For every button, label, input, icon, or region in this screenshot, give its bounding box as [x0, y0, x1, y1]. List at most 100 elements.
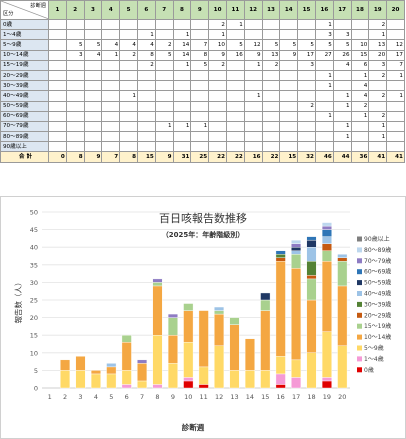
- bar-stack-week-14: [244, 338, 255, 389]
- corner-label-week: 診断週: [30, 3, 46, 9]
- bar-segment-10～14歳: [198, 310, 209, 368]
- bar-segment-10～14歳: [106, 366, 117, 375]
- table-cell: 10: [350, 39, 370, 51]
- table-cell: 2: [154, 39, 174, 51]
- bar-segment-5～9歳: [75, 370, 86, 389]
- table-cell: [101, 100, 121, 112]
- table-cell: [101, 141, 121, 153]
- bar-segment-20～29歳: [337, 257, 348, 262]
- table-cell: 5: [154, 49, 174, 61]
- table-cell: 12: [243, 39, 263, 51]
- bar-segment-10～14歳: [291, 268, 302, 361]
- legend-label: 30～39歳: [364, 300, 391, 308]
- table-cell: [350, 29, 370, 41]
- table-cell: 5: [297, 39, 316, 51]
- table-cell: [279, 100, 299, 112]
- week-header-18: 18: [350, 0, 370, 20]
- table-cell: [314, 141, 334, 153]
- legend-label: 5～9歳: [364, 344, 384, 352]
- table-cell: [261, 69, 281, 82]
- table-cell: 12: [386, 39, 405, 51]
- table-cell: [279, 90, 299, 102]
- week-header-19: 19: [368, 0, 388, 20]
- bar-segment-5～9歳: [152, 334, 163, 385]
- table-cell: 2: [261, 59, 281, 71]
- table-cell: [83, 59, 103, 71]
- y-tick-label: 15: [30, 332, 38, 340]
- table-cell: [243, 18, 263, 31]
- bar-stack-week-12: [214, 306, 225, 389]
- table-cell: [48, 90, 67, 102]
- bar-segment-5～9歳: [90, 373, 101, 389]
- bar-segment-20～29歳: [306, 275, 317, 280]
- bar-stack-week-17: [291, 239, 302, 389]
- table-cell: [190, 131, 210, 143]
- bar-segment-30～39歳: [275, 254, 286, 258]
- bar-segment-60～69歳: [306, 236, 317, 241]
- legend-label: 20～29歳: [364, 311, 391, 319]
- table-cell: 17: [386, 49, 405, 61]
- bar-stack-week-13: [229, 317, 240, 389]
- table-cell: 7: [386, 59, 405, 71]
- table-cell: [83, 141, 103, 153]
- bar-segment-0歳: [198, 384, 209, 389]
- legend-item: 1～4歳: [357, 355, 384, 363]
- table-cell: [65, 29, 85, 41]
- bar-segment-5～9歳: [121, 370, 132, 385]
- legend-item: 15～19歳: [357, 322, 391, 330]
- table-cell: 16: [243, 151, 263, 164]
- legend-swatch: [357, 258, 362, 264]
- bar-stack-week-8: [152, 278, 163, 389]
- week-header-6: 6: [136, 0, 156, 20]
- table-cell: [136, 69, 156, 82]
- bar-segment-70～79歳: [167, 313, 178, 318]
- bar-segment-15～19歳: [260, 299, 271, 311]
- x-tick-labels: 1 2 3 4 5 6 7 8 9 10 11 12 13 14 15 16 17 18 19 20: [48, 393, 347, 401]
- table-cell: [314, 100, 334, 112]
- table-cell: [101, 18, 121, 31]
- table-cell: 26: [332, 49, 352, 61]
- table-cell: [261, 80, 281, 92]
- table-cell: 7: [190, 39, 210, 51]
- table-cell: [101, 131, 121, 143]
- table-cell: 1: [243, 59, 263, 71]
- x-tick-label: 18: [307, 393, 315, 401]
- table-cell: [386, 141, 405, 153]
- table-cell: [386, 80, 405, 92]
- y-tick-label: 30: [30, 279, 38, 287]
- table-cell: [48, 29, 67, 41]
- bar-segment-15～19歳: [337, 261, 348, 287]
- table-cell: 3: [314, 29, 334, 41]
- table-cell: 5: [83, 39, 103, 51]
- table-cell: 1: [119, 90, 138, 102]
- table-row: 0歳 2 1 1 2: [0, 18, 405, 31]
- table-cell: 2: [368, 110, 388, 122]
- row-label: 70～79歳: [0, 120, 49, 133]
- table-cell: [101, 69, 121, 82]
- table-cell: [225, 29, 245, 41]
- y-tick-label: 40: [30, 244, 38, 252]
- y-tick-label: 45: [30, 226, 38, 234]
- table-cell: [208, 100, 227, 112]
- table-cell: [65, 100, 85, 112]
- table-cell: 5: [225, 39, 245, 51]
- table-cell: 20: [368, 49, 388, 61]
- y-tick-label: 10: [30, 349, 38, 357]
- legend-label: 70～79歳: [364, 257, 391, 265]
- x-tick-label: 12: [215, 393, 223, 401]
- table-cell: [172, 100, 192, 112]
- x-tick-label: 9: [171, 393, 175, 401]
- table-cell: 41: [368, 151, 388, 164]
- y-tick-label: 0: [34, 385, 38, 393]
- x-tick-label: 11: [200, 393, 208, 401]
- legend-item: 40～49歳: [357, 290, 391, 298]
- table-cell: [48, 110, 67, 122]
- table-cell: [386, 29, 405, 41]
- table-cell: [83, 100, 103, 112]
- bar-segment-70～79歳: [152, 278, 163, 283]
- bar-segment-5～9歳: [291, 359, 302, 378]
- table-cell: [261, 110, 281, 122]
- table-cell: 1: [243, 90, 263, 102]
- table-cell: [190, 110, 210, 122]
- table-cell: 22: [261, 151, 281, 164]
